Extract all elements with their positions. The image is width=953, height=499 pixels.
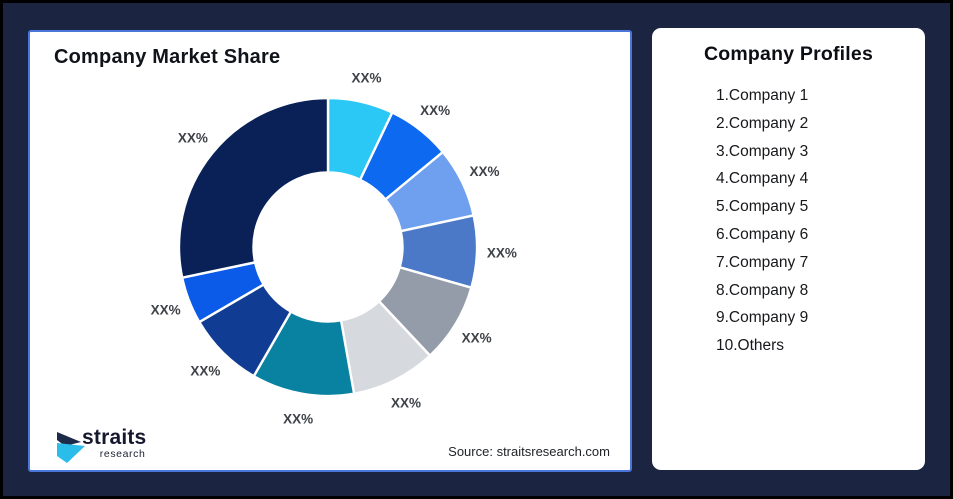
profiles-title: Company Profiles xyxy=(704,43,873,65)
company-list-item: 3.Company 3 xyxy=(716,142,809,160)
company-list: 1.Company 1 2.Company 2 3.Company 3 4.Compa… xyxy=(716,82,925,360)
company-list-item: 8.Company 8 xyxy=(716,281,809,299)
chart-title: Company Market Share xyxy=(54,46,281,68)
company-list-item: 4.Company 4 xyxy=(716,170,809,188)
donut-slice-label: XX% xyxy=(420,103,450,118)
logo-mark-bottom xyxy=(57,443,85,463)
donut-slice-label: XX% xyxy=(178,130,208,145)
donut-slice-label: XX% xyxy=(487,246,517,261)
company-list-item: 10.Others xyxy=(716,337,785,355)
company-list-item: 5.Company 5 xyxy=(716,198,809,216)
donut-slice-label: XX% xyxy=(351,70,381,85)
market-share-donut: XX% XX% XX% XX% XX% XX% XX% XX% XX% XX% xyxy=(151,70,517,426)
donut-slice-label: XX% xyxy=(462,330,492,345)
company-list-item: 1.Company 1 xyxy=(716,87,809,104)
market-share-card: Company Market Share XX% XX% XX% XX% XX% XX% X… xyxy=(28,30,632,472)
donut-slice-label: XX% xyxy=(469,164,499,179)
company-list-item: 7.Company 7 xyxy=(716,253,809,271)
company-list-item: 6.Company 6 xyxy=(716,225,809,243)
straits-research-logo: straits research xyxy=(52,427,146,463)
donut-slice-label: XX% xyxy=(190,363,220,378)
donut-slice-label: XX% xyxy=(151,303,181,318)
logo-brand-name: straits xyxy=(82,426,147,449)
donut-slice-label: XX% xyxy=(391,396,421,411)
logo-text: straits research xyxy=(82,427,146,460)
donut-slice-label: XX% xyxy=(283,411,313,426)
company-list-item: 2.Company 2 xyxy=(716,114,809,132)
straits-logo-icon xyxy=(57,432,85,463)
company-list-item: 9.Company 9 xyxy=(716,309,809,327)
logo-mark-top xyxy=(57,432,81,446)
logo-brand-subtitle: research xyxy=(99,448,146,460)
source-note: Source: straitsresearch.com xyxy=(448,444,610,459)
donut-slice-others xyxy=(177,96,330,280)
company-profiles-card: Company Profiles 1.Company 1 2.Company 2 3… xyxy=(652,28,925,470)
